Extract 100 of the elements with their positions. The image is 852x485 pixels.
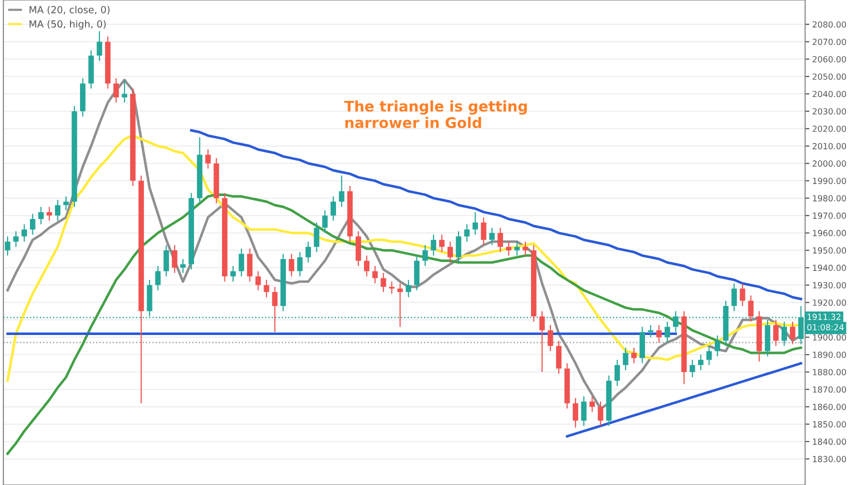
candlestick — [489, 227, 495, 246]
y-tick-label: 2050.00 — [812, 73, 846, 80]
candlestick — [330, 196, 336, 222]
candlestick — [13, 230, 19, 248]
candlestick — [164, 244, 169, 277]
candlestick — [54, 199, 60, 222]
candlestick — [63, 196, 69, 211]
y-tick-label: 2060.00 — [812, 56, 846, 62]
candlestick — [247, 248, 252, 282]
candlestick — [456, 230, 462, 264]
line-series — [6, 193, 802, 455]
legend-label: MA (20, close, 0) — [30, 6, 110, 15]
y-tick-label: 2070.00 — [812, 38, 846, 46]
candlestick — [113, 78, 119, 104]
candlestick — [180, 258, 186, 274]
y-tick-label: 2020.00 — [812, 126, 846, 132]
legend-label: MA (50, high, 0) — [30, 20, 106, 30]
candlestick — [439, 234, 445, 253]
candlestick — [514, 241, 520, 256]
y-tick-label: 1950.00 — [813, 247, 846, 254]
y-tick-label: 1870.00 — [813, 386, 846, 393]
candlestick — [698, 354, 704, 371]
candlestick — [338, 175, 344, 208]
candlestick — [740, 282, 746, 307]
y-tick-label: 2030.00 — [812, 108, 846, 115]
candlestick — [380, 272, 386, 293]
candlestick — [406, 279, 412, 298]
candlestick — [556, 340, 562, 374]
candlestick — [548, 324, 554, 352]
y-tick-label: 1990.00 — [813, 178, 846, 184]
y-tick-label: 2010.00 — [812, 143, 846, 150]
line-series — [566, 362, 802, 438]
y-tick-label: 2040.00 — [812, 90, 846, 98]
y-tick-label: 1980.00 — [813, 195, 846, 202]
candlestick — [773, 319, 779, 346]
candlestick — [731, 282, 737, 312]
candlestick — [96, 30, 102, 62]
annotation: The triangle is getting narrower in Gold — [344, 100, 527, 128]
candlestick — [790, 321, 796, 345]
candlestick — [748, 294, 754, 322]
candlestick — [364, 254, 370, 277]
candlestick — [589, 396, 595, 413]
candlestick — [522, 241, 528, 256]
candlestick — [30, 213, 36, 236]
ref-line-label: 1911.32 — [808, 314, 840, 320]
y-tick-label: 2000.00 — [812, 160, 846, 167]
candlestick — [464, 224, 470, 242]
candlestick — [372, 265, 378, 284]
candlestick — [706, 345, 712, 366]
y-tick-label: 1920.00 — [813, 299, 846, 306]
candlestick — [264, 279, 270, 298]
candlestick — [297, 252, 303, 277]
candlestick — [631, 347, 637, 364]
candlestick — [397, 282, 403, 328]
candlestick — [205, 148, 211, 170]
candlestick — [306, 241, 311, 264]
candlestick — [506, 241, 512, 256]
y-tick-label: 1900.00 — [813, 334, 846, 341]
candlestick — [422, 244, 428, 267]
line-series — [190, 129, 802, 300]
candlestick — [22, 224, 27, 242]
candlestick — [46, 206, 52, 222]
candlestick — [581, 396, 587, 426]
candlestick — [782, 321, 787, 346]
y-tick-label: 1960.00 — [813, 230, 846, 236]
candlestick — [430, 234, 436, 256]
y-tick-label: 1890.00 — [813, 352, 846, 358]
candlestick — [622, 347, 628, 371]
y-tick-label: 1850.00 — [813, 421, 846, 428]
candlestick — [714, 334, 720, 357]
y-tick-label: 1840.00 — [813, 438, 846, 445]
candlestick — [664, 321, 670, 344]
candlestick — [480, 216, 486, 246]
candlestick — [172, 244, 178, 274]
candlestick — [230, 265, 236, 282]
candlestick — [314, 222, 320, 253]
candlestick — [4, 236, 10, 256]
candlestick — [322, 210, 328, 234]
y-tick-label: 1860.00 — [813, 404, 846, 410]
y-tick-label: 1880.00 — [813, 368, 846, 376]
candlestick — [614, 359, 620, 386]
candlestick — [38, 206, 44, 225]
candlestick — [539, 310, 545, 373]
candlestick — [255, 270, 261, 291]
candlestick — [272, 286, 278, 333]
candlestick — [690, 359, 696, 378]
candlestick — [472, 212, 478, 236]
candlestick — [572, 398, 578, 428]
candlestick — [498, 227, 504, 253]
y-tick-label: 1940.00 — [813, 264, 846, 271]
candlestick — [447, 241, 453, 264]
y-tick-label: 2080.00 — [812, 21, 846, 28]
candlestick — [238, 248, 244, 277]
text: 01:08:24 — [807, 324, 844, 330]
y-tick-label: 1930.00 — [813, 282, 846, 288]
candlestick — [288, 253, 294, 277]
candlestick — [122, 79, 128, 104]
y-tick-label: 1830.00 — [813, 456, 846, 462]
y-tick-label: 1970.00 — [813, 212, 846, 219]
candlestick — [155, 265, 161, 291]
